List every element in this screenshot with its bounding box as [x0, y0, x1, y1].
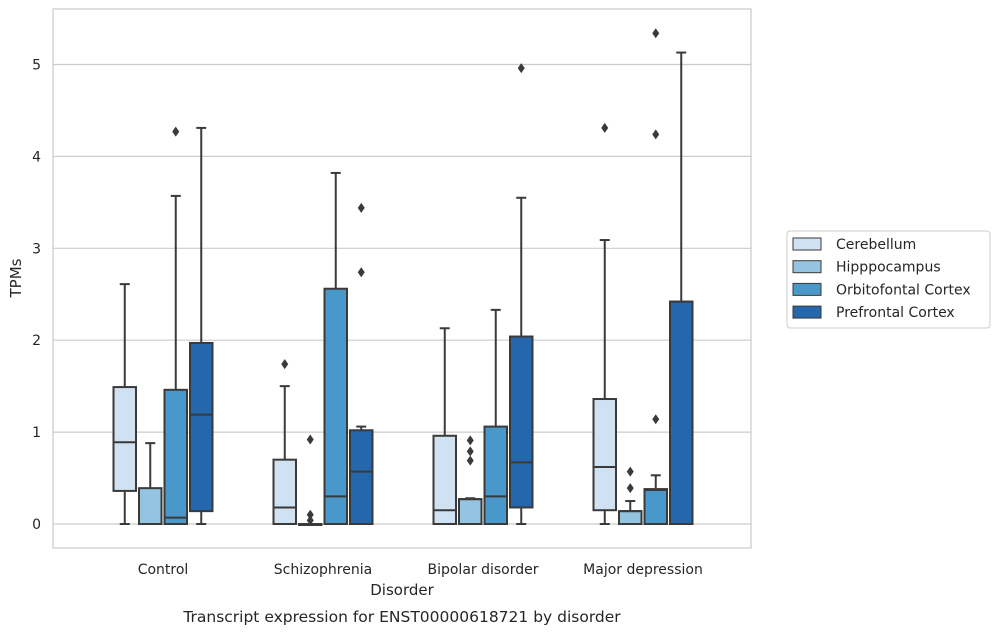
- box-group: [112, 283, 137, 525]
- legend-label: Prefrontal Cortex: [836, 305, 955, 321]
- box-group: [138, 442, 163, 525]
- box: [189, 341, 214, 513]
- box-group: [189, 126, 214, 525]
- plot-frame: [52, 8, 752, 549]
- plot-area-background: [53, 9, 751, 548]
- box: [509, 335, 534, 509]
- box: [432, 434, 457, 525]
- outlier-point: [626, 466, 634, 477]
- x-axis-label: Disorder: [370, 581, 434, 599]
- legend-label: Orbitofontal Cortex: [836, 282, 971, 298]
- box: [483, 425, 508, 525]
- box-group: [643, 28, 668, 526]
- box-group: [432, 327, 457, 525]
- outlier-point: [172, 126, 180, 137]
- outlier-point: [626, 483, 634, 494]
- x-tick-labels: Control Schizophrenia Bipolar disorder Majo…: [138, 562, 703, 578]
- box-group: [618, 466, 643, 526]
- legend-label: Hipppocampus: [836, 260, 941, 276]
- box: [618, 510, 643, 526]
- legend-swatch: [792, 260, 822, 274]
- outlier-point: [466, 435, 474, 446]
- box: [643, 488, 668, 526]
- box: [112, 386, 137, 492]
- box-group: [272, 359, 297, 526]
- outlier-point: [281, 359, 289, 370]
- box: [323, 287, 348, 525]
- y-tick-label: 0: [32, 517, 41, 533]
- y-tick-labels: 0 1 2 3 4 5: [32, 58, 41, 534]
- outlier-point: [357, 202, 365, 213]
- y-tick-label: 1: [32, 425, 41, 441]
- legend-box: [786, 230, 991, 329]
- box-group: [298, 434, 323, 526]
- legend: Cerebellum Hipppocampus Orbitofontal Corte…: [786, 230, 991, 329]
- legend-swatch: [792, 237, 822, 251]
- box-groups: [112, 28, 694, 526]
- chart-caption: Transcript expression for ENST0000061872…: [182, 608, 621, 626]
- y-tick-label: 2: [32, 333, 41, 349]
- box-group: [483, 308, 508, 525]
- outlier-point: [601, 122, 609, 133]
- x-tick-label: Major depression: [583, 562, 703, 578]
- x-tick-label: Bipolar disorder: [427, 562, 538, 578]
- box-group: [163, 126, 188, 525]
- y-tick-label: 5: [32, 58, 41, 74]
- box: [163, 388, 188, 525]
- legend-label: Cerebellum: [836, 237, 916, 253]
- outlier-point: [652, 414, 660, 425]
- legend-swatch: [792, 282, 822, 296]
- outlier-point: [357, 267, 365, 278]
- box-group: [323, 171, 348, 525]
- outlier-point: [306, 509, 314, 520]
- outlier-point: [466, 455, 474, 466]
- x-tick-label: Schizophrenia: [274, 562, 372, 578]
- y-tick-label: 4: [32, 149, 41, 165]
- box-group: [458, 435, 483, 526]
- box: [669, 300, 694, 525]
- outlier-point: [652, 129, 660, 140]
- outlier-point: [652, 28, 660, 39]
- box: [272, 458, 297, 526]
- box: [138, 487, 163, 525]
- box: [592, 398, 617, 512]
- box-group: [669, 51, 694, 525]
- box: [349, 429, 374, 525]
- box: [458, 498, 483, 526]
- outlier-point: [306, 515, 314, 526]
- outlier-point: [306, 434, 314, 445]
- y-axis-label: TPMs: [7, 258, 25, 298]
- y-tick-label: 3: [32, 241, 41, 257]
- box-group: [509, 63, 534, 525]
- outlier-point: [466, 446, 474, 457]
- legend-swatch: [792, 305, 822, 319]
- x-tick-label: Control: [138, 562, 189, 578]
- box-group: [592, 122, 617, 525]
- outlier-point: [517, 63, 525, 74]
- box-group: [349, 202, 374, 525]
